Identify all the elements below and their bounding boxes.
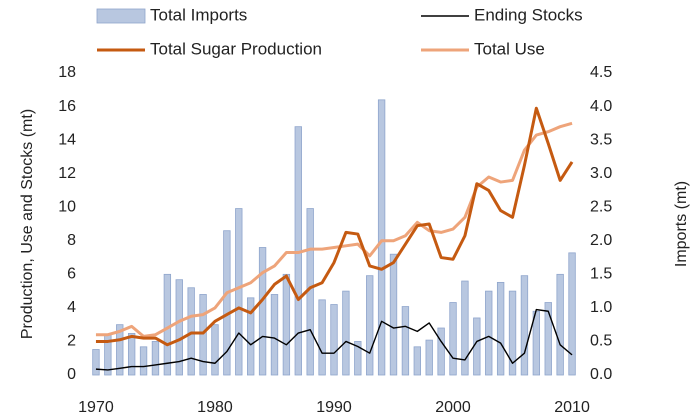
- y-tick-label: 12: [58, 165, 76, 182]
- bar: [354, 341, 362, 376]
- bar: [330, 304, 338, 376]
- legend-label: Total Sugar Production: [150, 39, 322, 58]
- bar: [247, 297, 255, 376]
- y2-tick-label: 3.0: [590, 165, 612, 182]
- bar: [389, 253, 398, 376]
- x-tick-label: 1980: [197, 399, 233, 416]
- bar: [151, 341, 160, 376]
- bar: [211, 324, 219, 376]
- bar: [461, 280, 469, 376]
- bar: [318, 299, 326, 376]
- bar: [187, 287, 195, 376]
- bar: [377, 99, 386, 376]
- y-tick-label: 2: [67, 333, 76, 350]
- bar: [532, 310, 541, 376]
- bar: [223, 230, 231, 376]
- bar: [544, 302, 552, 376]
- bar: [139, 346, 148, 376]
- bar: [520, 275, 529, 376]
- x-tick-label: 2000: [435, 399, 471, 416]
- legend-label: Ending Stocks: [474, 5, 583, 24]
- bar: [366, 275, 374, 376]
- y2-tick-label: 4.0: [590, 98, 612, 115]
- bar: [282, 273, 291, 376]
- y2-tick-label: 0.0: [590, 366, 612, 383]
- y-axis-title: Production, Use and Stocks (mt): [19, 109, 36, 339]
- y-tick-label: 14: [58, 131, 76, 148]
- legend-label: Total Use: [474, 39, 545, 58]
- y2-tick-label: 3.5: [590, 131, 612, 148]
- bar: [258, 247, 267, 376]
- bar: [508, 290, 517, 376]
- bar: [449, 302, 457, 376]
- y2-tick-label: 1.5: [590, 266, 612, 283]
- y-tick-label: 10: [58, 198, 76, 215]
- bar: [116, 324, 124, 376]
- bar: [485, 290, 493, 376]
- y2-axis-title: Imports (mt): [673, 181, 690, 267]
- bar: [199, 294, 207, 376]
- line: [95, 106, 574, 347]
- line: [95, 308, 573, 371]
- bar: [127, 332, 136, 376]
- bar: [270, 294, 279, 376]
- bar: [473, 317, 481, 376]
- x-tick-label: 1970: [78, 399, 114, 416]
- y-tick-label: 18: [58, 64, 76, 81]
- y-tick-label: 6: [67, 266, 76, 283]
- y-tick-label: 16: [58, 98, 76, 115]
- bar: [401, 306, 410, 376]
- y2-tick-label: 1.0: [590, 299, 612, 316]
- bar: [425, 339, 433, 376]
- bar: [235, 208, 243, 376]
- bar: [92, 349, 100, 376]
- y-tick-label: 8: [67, 232, 76, 249]
- legend-swatch: [96, 8, 146, 24]
- bar: [496, 281, 505, 376]
- bar: [163, 273, 172, 376]
- y2-tick-label: 2.0: [590, 232, 612, 249]
- x-tick-label: 2010: [554, 399, 590, 416]
- y-tick-label: 4: [67, 299, 76, 316]
- legend-label: Total Imports: [150, 5, 247, 24]
- y2-tick-label: 4.5: [590, 64, 612, 81]
- y2-tick-label: 0.5: [590, 333, 612, 350]
- bar: [342, 290, 350, 376]
- bar: [568, 252, 576, 376]
- x-tick-label: 1990: [316, 399, 352, 416]
- y-tick-label: 0: [67, 366, 76, 383]
- bar: [437, 327, 445, 376]
- line: [95, 121, 573, 338]
- bar: [413, 346, 421, 376]
- bar: [175, 279, 183, 376]
- y2-tick-label: 2.5: [590, 198, 612, 215]
- bar: [556, 273, 564, 376]
